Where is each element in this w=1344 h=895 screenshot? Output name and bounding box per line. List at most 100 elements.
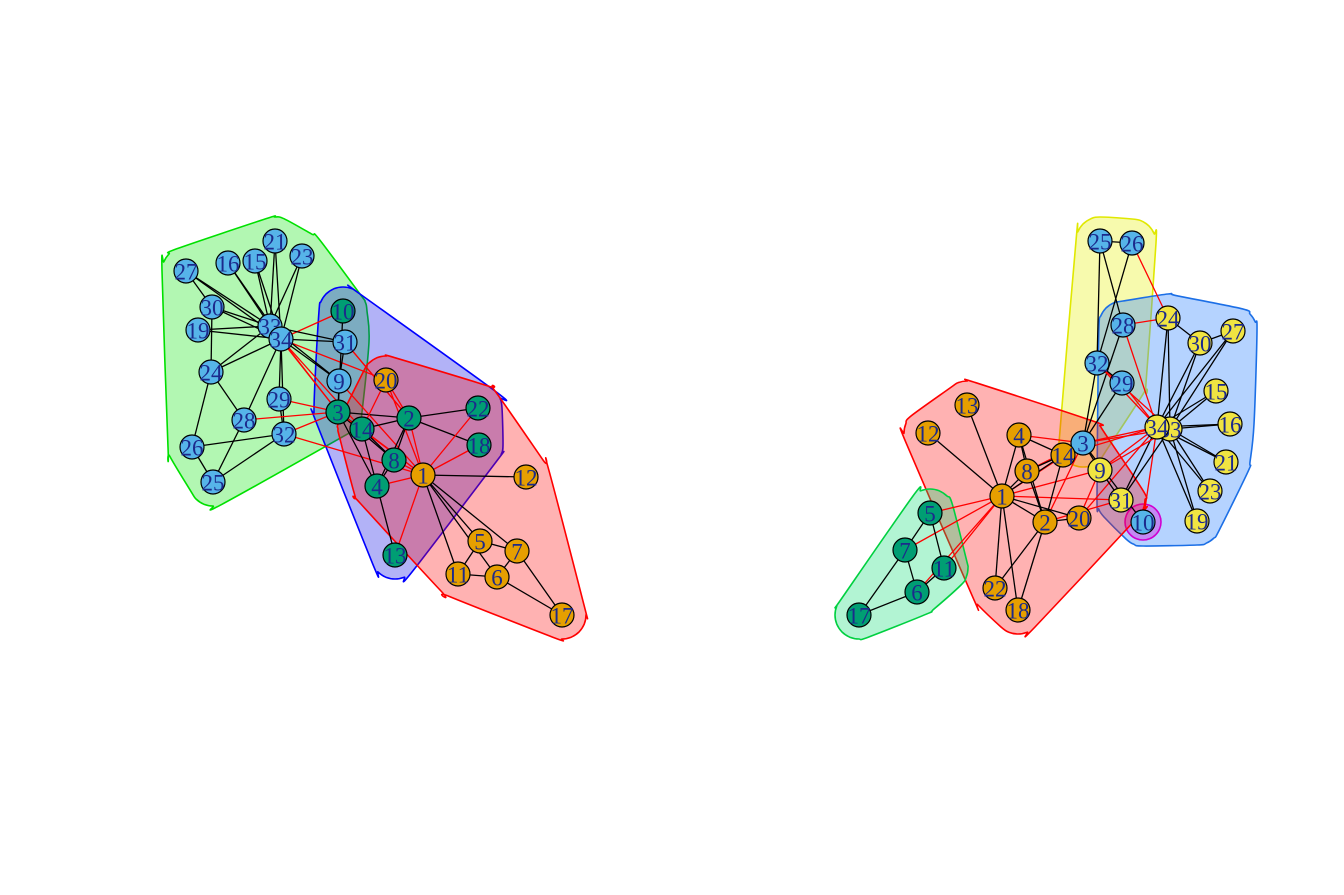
edge-9-1: [1001, 469, 1101, 497]
node-29[interactable]: 29: [266, 386, 292, 413]
node-1[interactable]: 1: [989, 483, 1015, 510]
node-21[interactable]: 21: [1213, 449, 1239, 476]
node-circle: [549, 602, 575, 628]
node-25[interactable]: 25: [1087, 228, 1113, 255]
node-30[interactable]: 30: [1187, 330, 1213, 357]
node-circle: [198, 359, 224, 385]
left-network: 1234567891011121314151617181920212223242…: [161, 215, 589, 642]
edge-28-3: [243, 411, 339, 421]
node-17[interactable]: 17: [846, 602, 872, 629]
node-13[interactable]: 13: [954, 392, 980, 419]
node-circle: [1217, 411, 1243, 437]
node-28[interactable]: 28: [231, 407, 257, 434]
edge-26-32: [191, 433, 285, 448]
node-18[interactable]: 18: [1005, 597, 1031, 624]
node-10[interactable]: 10: [330, 298, 356, 325]
node-23[interactable]: 23: [289, 243, 315, 270]
node-26[interactable]: 26: [179, 434, 205, 461]
node-15[interactable]: 15: [1203, 378, 1229, 405]
node-22[interactable]: 22: [465, 395, 491, 422]
node-8[interactable]: 8: [1014, 458, 1040, 485]
node-34[interactable]: 34: [268, 326, 294, 353]
node-label: 25: [202, 471, 225, 496]
node-4[interactable]: 4: [364, 473, 390, 500]
node-14[interactable]: 14: [1050, 442, 1076, 469]
node-16[interactable]: 16: [1217, 411, 1243, 438]
node-6[interactable]: 6: [904, 579, 930, 606]
node-2[interactable]: 2: [396, 405, 422, 432]
node-15[interactable]: 15: [242, 248, 268, 275]
node-19[interactable]: 19: [185, 317, 211, 344]
node-20[interactable]: 20: [373, 367, 399, 394]
node-13[interactable]: 13: [382, 542, 408, 569]
node-5[interactable]: 5: [467, 528, 493, 555]
node-28[interactable]: 28: [1110, 312, 1136, 339]
node-10[interactable]: 10: [1130, 509, 1156, 536]
node-3[interactable]: 3: [1070, 430, 1096, 457]
node-5[interactable]: 5: [917, 500, 943, 527]
node-circle: [1005, 597, 1031, 623]
node-label: 17: [551, 604, 574, 629]
node-29[interactable]: 29: [1109, 370, 1135, 397]
node-21[interactable]: 21: [262, 228, 288, 255]
node-27[interactable]: 27: [173, 258, 199, 285]
node-9[interactable]: 9: [326, 368, 352, 395]
node-circle: [381, 447, 407, 473]
node-17[interactable]: 17: [549, 602, 575, 629]
node-19[interactable]: 19: [1184, 508, 1210, 535]
edge-28-3: [1082, 324, 1124, 444]
node-label: 6: [491, 566, 503, 591]
community-hull-g-yellow: [1057, 216, 1158, 468]
node-12[interactable]: 12: [513, 464, 539, 491]
node-circle: [231, 407, 257, 433]
node-circle: [1155, 305, 1181, 331]
node-31[interactable]: 31: [332, 329, 358, 356]
node-7[interactable]: 7: [504, 538, 530, 565]
edge-2-18: [1017, 521, 1046, 611]
node-4[interactable]: 4: [1006, 422, 1032, 449]
node-2[interactable]: 2: [1032, 509, 1058, 536]
node-22[interactable]: 22: [982, 575, 1008, 602]
node-7[interactable]: 7: [892, 537, 918, 564]
edge-34-30: [1156, 342, 1201, 428]
node-30[interactable]: 30: [199, 294, 225, 321]
node-24[interactable]: 24: [1155, 305, 1181, 332]
node-circle: [373, 367, 399, 393]
node-24[interactable]: 24: [198, 359, 224, 386]
node-20[interactable]: 20: [1066, 505, 1092, 532]
node-6[interactable]: 6: [484, 564, 510, 591]
node-26[interactable]: 26: [1119, 230, 1145, 257]
node-label: 4: [371, 475, 383, 500]
node-27[interactable]: 27: [1220, 318, 1246, 345]
edge-1-6: [422, 474, 498, 578]
node-32[interactable]: 32: [271, 421, 297, 448]
node-9[interactable]: 9: [1087, 457, 1113, 484]
node-3[interactable]: 3: [325, 399, 351, 426]
node-circle: [332, 329, 358, 355]
node-11[interactable]: 11: [931, 555, 957, 582]
edge-1-6: [916, 495, 1003, 593]
node-34[interactable]: 34: [1144, 414, 1170, 441]
node-label: 3: [332, 401, 344, 426]
node-31[interactable]: 31: [1108, 487, 1134, 514]
node-16[interactable]: 16: [215, 250, 241, 277]
node-8[interactable]: 8: [381, 447, 407, 474]
node-23[interactable]: 23: [1197, 478, 1223, 505]
node-label: 27: [175, 260, 198, 285]
node-14[interactable]: 14: [349, 416, 375, 443]
node-1[interactable]: 1: [410, 462, 436, 489]
node-32[interactable]: 32: [1084, 350, 1110, 377]
edge-7-17: [858, 549, 906, 616]
edge-34-24: [210, 338, 282, 373]
node-25[interactable]: 25: [200, 469, 226, 496]
node-18[interactable]: 18: [466, 432, 492, 459]
edge-2-22: [994, 521, 1046, 589]
node-label: 23: [291, 245, 314, 270]
node-11[interactable]: 11: [445, 561, 471, 588]
edge-32-34: [1096, 362, 1158, 428]
node-12[interactable]: 12: [915, 420, 941, 447]
node-label: 19: [187, 319, 210, 344]
node-label: 16: [1219, 413, 1242, 438]
edge-28-34: [1122, 324, 1158, 428]
node-label: 12: [515, 466, 538, 491]
